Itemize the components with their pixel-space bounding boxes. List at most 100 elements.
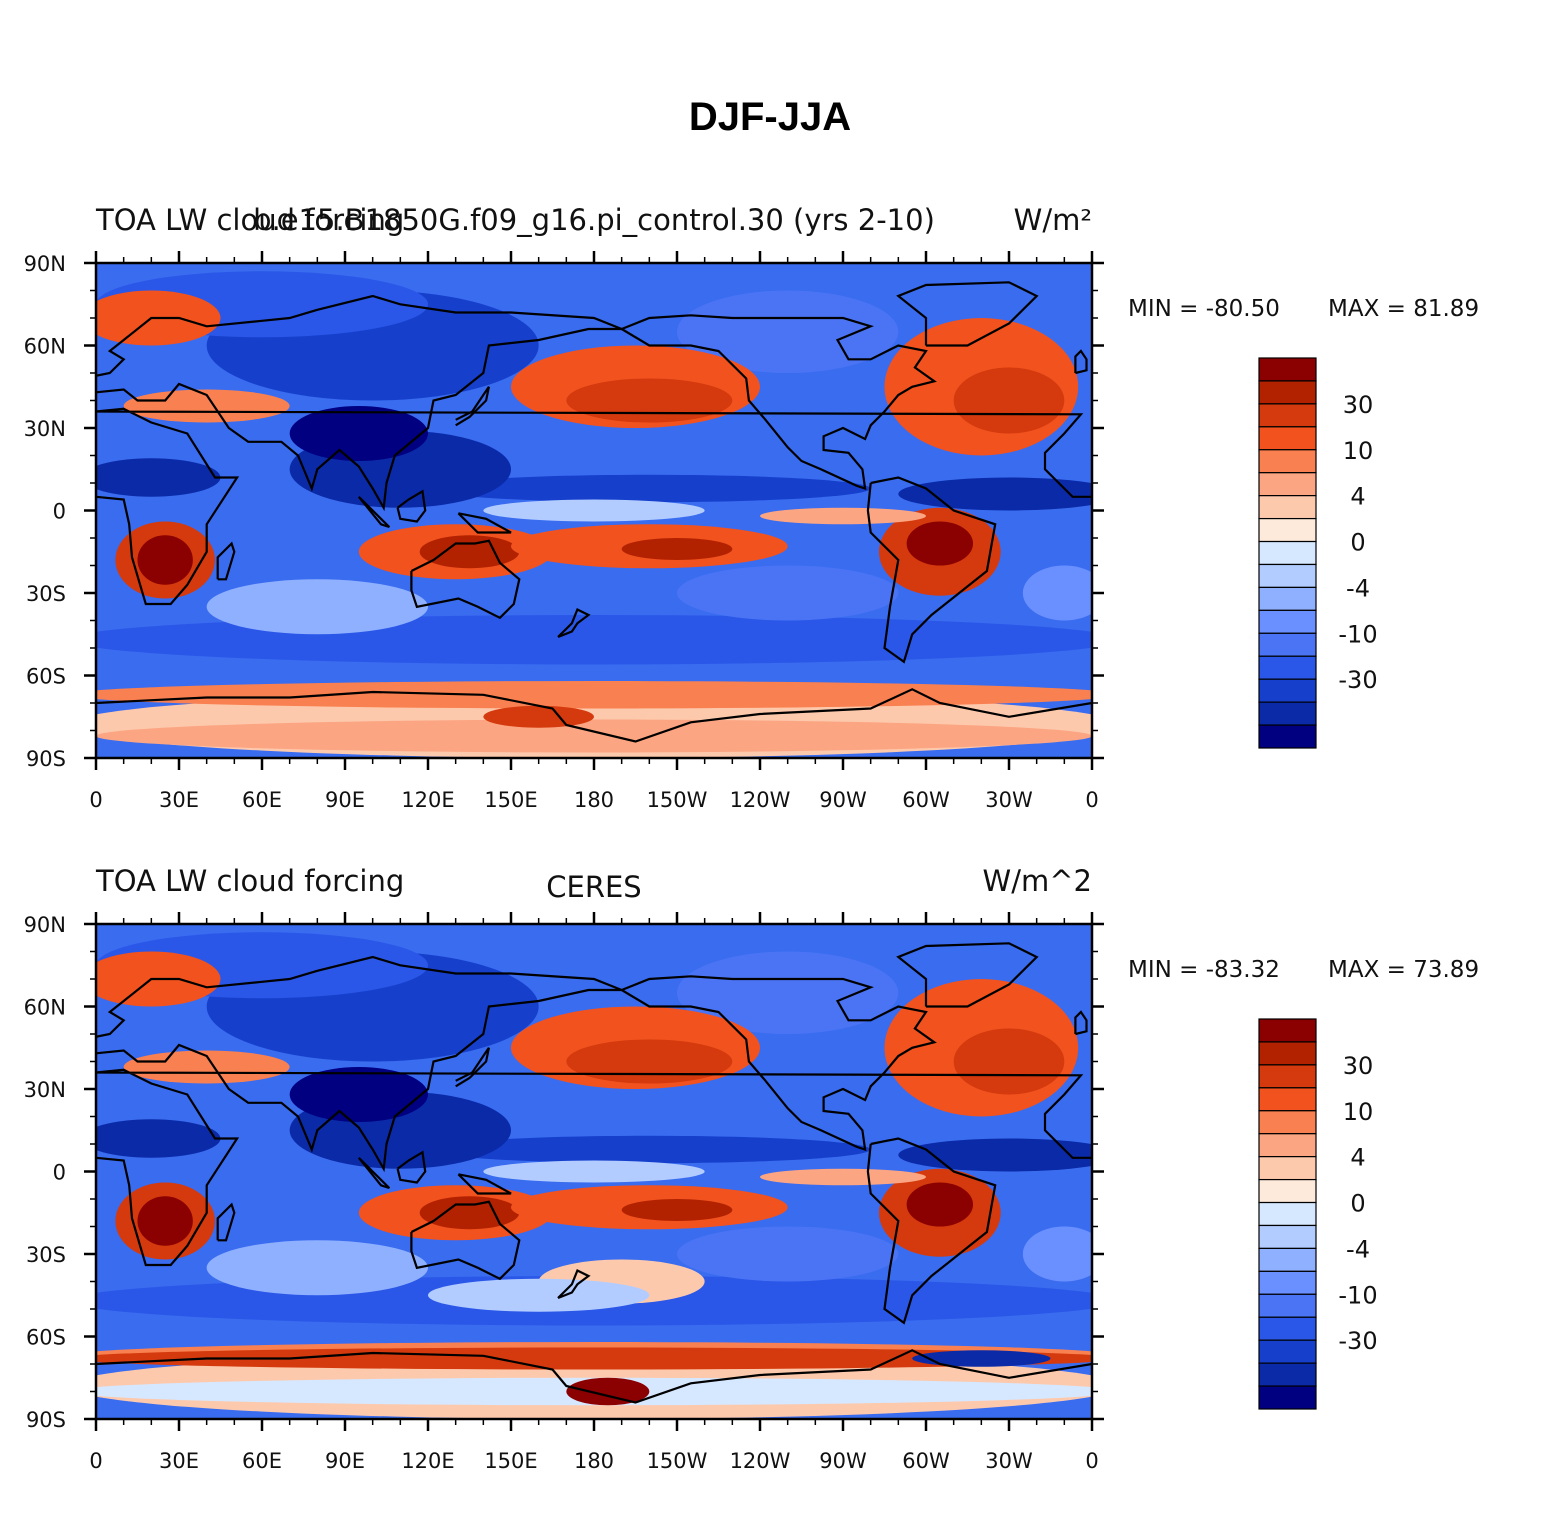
- lat-tick-label: 90N: [24, 913, 66, 937]
- min-label: MIN = -83.32: [1128, 957, 1280, 983]
- lon-tick-label: 120W: [730, 1449, 791, 1473]
- field-contour: [137, 535, 193, 585]
- field-contour: [96, 719, 1092, 753]
- lon-tick-label: 0: [1085, 1449, 1098, 1473]
- colorbar-swatch: [1258, 586, 1317, 611]
- field-contour: [677, 951, 899, 1034]
- lon-tick-label: 120E: [401, 788, 454, 812]
- min-label: MIN = -80.50: [1128, 296, 1280, 322]
- field-contour: [898, 1138, 1092, 1172]
- field-contour: [419, 535, 520, 569]
- figure-title: DJF-JJA: [689, 95, 851, 139]
- field-contour: [953, 367, 1065, 434]
- colorbar-label: -30: [1338, 666, 1377, 694]
- coastline: [96, 407, 1092, 606]
- lon-tick-label: 150W: [647, 788, 708, 812]
- lat-tick-label: 60N: [24, 996, 66, 1020]
- lon-tick-label: 90E: [325, 788, 365, 812]
- panel-center-title: b.e15.B1850G.f09_g16.pi_control.30 (yrs …: [253, 203, 935, 237]
- lat-tick-label: 30N: [24, 417, 66, 441]
- field-contour: [760, 507, 926, 525]
- field-contour: [566, 1377, 650, 1406]
- colorbar-swatch: [1258, 540, 1317, 566]
- colorbar-swatch: [1258, 1293, 1317, 1318]
- field-contour: [912, 1350, 1051, 1367]
- coastline: [396, 1150, 427, 1184]
- colorbar-label: -10: [1338, 620, 1377, 648]
- field-contour: [898, 477, 1092, 511]
- lon-tick-label: 30W: [985, 788, 1033, 812]
- lat-tick-label: 30S: [26, 582, 66, 606]
- colorbar-swatch: [1258, 1224, 1317, 1250]
- colorbar-swatch: [1258, 1247, 1317, 1272]
- colorbar-swatch: [1258, 403, 1317, 428]
- field-contour: [428, 1278, 650, 1312]
- field-contour: [621, 538, 733, 560]
- colorbar-swatch: [1258, 1110, 1317, 1135]
- field-contour: [428, 1135, 871, 1164]
- field-contour: [760, 1168, 926, 1186]
- coastline: [455, 386, 490, 427]
- colorbar-label: -10: [1338, 1281, 1377, 1309]
- lon-tick-label: 30W: [985, 1449, 1033, 1473]
- field-contour: [137, 1196, 193, 1246]
- coastline: [410, 539, 521, 620]
- colorbar-label: -4: [1346, 1235, 1370, 1263]
- colorbar-swatch: [1258, 1178, 1317, 1204]
- field-contour: [206, 579, 428, 635]
- field-contour: [428, 474, 871, 503]
- lon-tick-label: 0: [1085, 788, 1098, 812]
- colorbar: 30 10 4 0 -4 -10 -30: [1258, 1018, 1378, 1410]
- field-contour: [96, 681, 1092, 709]
- colorbar-swatch: [1258, 1156, 1317, 1181]
- lon-tick-label: 0: [89, 788, 102, 812]
- panel-center-title: CERES: [546, 870, 641, 904]
- lon-tick-label: 150E: [484, 1449, 537, 1473]
- coastline: [621, 975, 937, 1152]
- colorbar-label: 30: [1343, 391, 1374, 419]
- colorbar-swatch: [1258, 1316, 1317, 1341]
- field-contour: [566, 378, 733, 423]
- field-contour: [906, 521, 974, 566]
- contour-field: [96, 263, 1092, 758]
- coastline: [455, 1047, 490, 1088]
- colorbar: 30 10 4 0 -4 -10 -30: [1258, 357, 1378, 749]
- colorbar-swatch: [1258, 1064, 1317, 1089]
- lon-tick-label: 120W: [730, 788, 791, 812]
- lon-tick-label: 180: [574, 1449, 614, 1473]
- coastline: [96, 955, 623, 1173]
- coastline: [896, 281, 1039, 347]
- colorbar-swatch: [1258, 380, 1317, 405]
- lon-tick-label: 30E: [159, 1449, 199, 1473]
- colorbar-swatch: [1258, 472, 1317, 497]
- coastline: [457, 512, 512, 534]
- colorbar-swatch: [1258, 426, 1317, 451]
- lat-tick-label: 90N: [24, 252, 66, 276]
- lat-tick-label: 60S: [26, 1326, 66, 1350]
- lon-tick-label: 180: [574, 788, 614, 812]
- colorbar-swatch: [1258, 517, 1317, 543]
- coastline: [96, 294, 623, 512]
- lon-tick-label: 60W: [902, 788, 950, 812]
- colorbar-swatch: [1258, 1133, 1317, 1158]
- colorbar-swatch: [1258, 655, 1317, 680]
- panel-left-title: TOA LW cloud forcing: [95, 864, 404, 898]
- lat-tick-label: 30N: [24, 1078, 66, 1102]
- field-contour: [96, 1347, 1092, 1370]
- colorbar-label: 0: [1350, 1190, 1365, 1218]
- colorbar-swatch: [1258, 1362, 1317, 1387]
- lon-tick-label: 0: [89, 1449, 102, 1473]
- lat-tick-label: 0: [53, 1161, 66, 1185]
- colorbar-swatch: [1258, 1385, 1317, 1410]
- colorbar-swatch: [1258, 357, 1317, 382]
- colorbar-swatch: [1258, 701, 1317, 726]
- field-contour: [483, 705, 594, 728]
- lat-tick-label: 60N: [24, 335, 66, 359]
- field-contour: [677, 290, 899, 373]
- field-contour: [483, 1160, 705, 1183]
- colorbar-swatch: [1258, 724, 1317, 749]
- colorbar-swatch: [1258, 609, 1317, 634]
- colorbar-swatch: [1258, 632, 1317, 657]
- coastline: [1074, 349, 1088, 375]
